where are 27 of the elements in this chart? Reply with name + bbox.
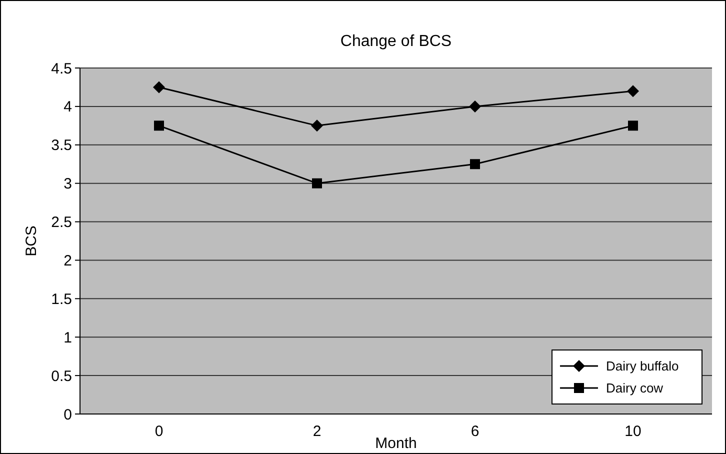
point [628, 120, 638, 131]
x-tick-label: 6 [470, 423, 480, 440]
y-tick-label: 0 [64, 406, 72, 424]
y-tick-label: 3 [64, 176, 72, 193]
y-tick-label: 4 [64, 98, 72, 116]
x-axis-title: Month [375, 435, 417, 452]
point [627, 85, 639, 98]
y-tick-label: 2.5 [51, 214, 72, 232]
y-tick-label: 0.5 [51, 368, 72, 385]
legend-label: Dairy cow [606, 380, 664, 396]
x-tick-label: 2 [312, 423, 322, 440]
point [470, 159, 480, 170]
chart-title: Change of BCS [340, 33, 452, 50]
point [469, 100, 481, 112]
y-tick-label: 3.5 [51, 137, 72, 154]
point [154, 120, 164, 131]
y-tick-label: 4.5 [51, 60, 72, 78]
x-tick-label: 10 [624, 423, 642, 440]
y-tick-label: 1.5 [51, 290, 72, 308]
legend-label: Dairy buffalo [606, 358, 679, 374]
point [153, 81, 165, 94]
y-axis-title: BCS [23, 226, 40, 256]
x-tick-label: 0 [154, 423, 164, 440]
y-tick-label: 1 [64, 329, 72, 346]
y-tick-label: 2 [64, 252, 72, 270]
point [311, 120, 323, 132]
point [312, 178, 322, 188]
